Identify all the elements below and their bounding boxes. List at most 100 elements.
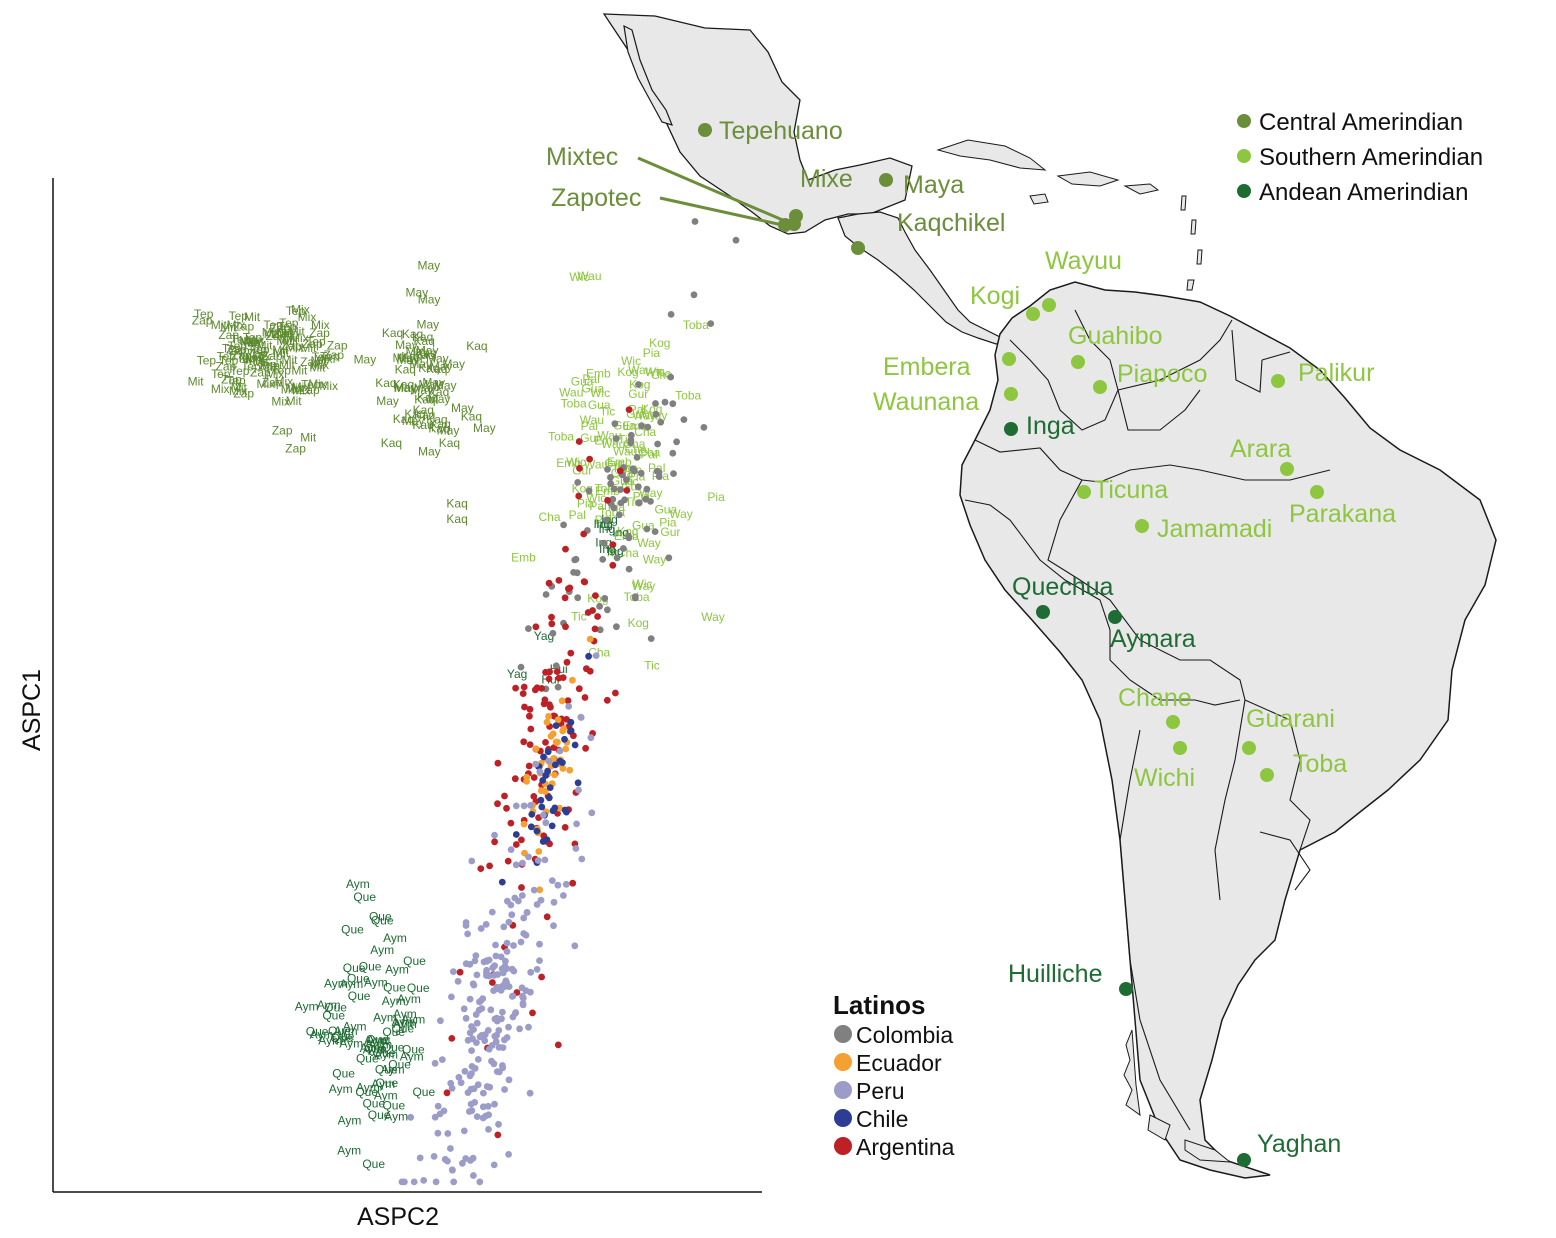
point-ecuador [586,635,594,643]
population-code-label: Que [341,923,364,937]
point-colombia [652,410,660,418]
population-code-label: Mit [272,343,289,357]
point-chile [549,807,557,815]
population-code-label: Kog [617,365,638,379]
population-code-label: Kaq [446,497,467,511]
population-code-label: Que [343,961,366,975]
point-peru [471,1065,479,1072]
point-peru [473,1113,481,1120]
population-code-label: Aym [384,1110,408,1124]
population-code-label: Mit [282,334,299,348]
population-code-label: Aym [382,994,406,1008]
latino-points [398,218,740,1186]
population-code-label: Mix [256,377,275,391]
point-peru [473,971,481,979]
marker-waunana [1004,387,1018,401]
population-code-label: Zap [272,423,293,437]
aspc-scatter-plot: ASPC1 ASPC2 TepZapMixMitTepZapMixMitTepZ… [18,178,955,1231]
population-code-label: Tep [230,364,250,378]
point-colombia [549,629,557,637]
point-peru [536,957,543,964]
point-colombia [633,454,641,461]
population-code-label: Gur [628,387,648,401]
point-peru [466,995,474,1003]
population-code-label: Aym [374,1088,398,1102]
population-code-label: Wau [601,437,625,451]
point-argentina [575,492,583,500]
point-peru [491,1032,499,1040]
point-peru [476,998,483,1006]
point-peru [512,802,520,810]
point-peru [510,942,517,949]
population-code-label: Aym [385,963,409,977]
point-peru [523,909,531,916]
point-colombia [517,663,525,671]
point-argentina [512,684,519,692]
population-code-label: May [414,381,437,395]
label-jamamadi: Jamamadi [1157,515,1272,543]
population-code-label: Que [306,1024,329,1038]
population-code-label: Mix [285,341,304,355]
population-code-label: Wau [559,386,583,400]
population-code-label: Aym [337,1144,361,1158]
population-code-label: Mix [314,352,333,366]
population-code-label: Gua [588,398,611,412]
population-code-label: Aym [338,1113,362,1127]
point-argentina [555,577,563,584]
population-code-label: Kaq [439,436,460,450]
population-code-label: Kaq [414,392,435,406]
legend-label-colombia: Colombia [856,1022,953,1048]
population-code-label: Ing [612,526,629,540]
population-code-label: Zap [302,337,323,351]
point-peru [495,1068,503,1076]
population-code-label: Kaq [413,348,434,362]
point-argentina [545,579,553,587]
point-peru [505,1151,512,1158]
population-code-label: Mit [245,353,262,367]
point-chile [544,767,551,775]
population-code-label: Tep [279,316,299,330]
population-code-label: Aym [363,1042,387,1056]
population-code-label: Tep [219,354,239,368]
marker-wayuu [1042,298,1056,312]
point-argentina [521,703,528,711]
marker-guarani [1242,741,1256,755]
population-code-label: Mit [282,353,299,367]
point-colombia [653,467,661,475]
point-colombia [625,532,632,540]
population-code-label: Tep [217,350,237,364]
population-code-label: Mix [292,380,311,394]
point-peru [537,896,545,904]
label-wayuu: Wayuu [1045,247,1122,275]
point-peru [504,897,511,905]
label-piapoco: Piapoco [1117,360,1207,388]
population-code-label: Wau [613,445,637,459]
marker-jamamadi [1135,519,1149,533]
point-peru [501,1086,508,1093]
point-argentina [518,836,525,844]
point-peru [503,948,511,955]
population-code-label: Mix [271,394,290,408]
point-argentina [494,759,502,767]
population-code-label: Mit [188,375,205,389]
population-code-label: Mix [311,318,330,332]
population-code-label: Kaq [415,346,436,360]
point-peru [533,966,541,973]
population-code-label: May [410,383,433,397]
population-code-label: Mix [227,318,246,332]
population-code-label: May [394,381,417,395]
population-code-label: Yag [534,629,554,643]
point-peru [501,980,509,988]
point-colombia [651,528,659,535]
population-code-label: Mix [319,379,338,393]
population-code-label: Tic [625,495,641,509]
latinos-legend-title: Latinos [833,990,925,1020]
point-peru [495,1043,503,1051]
point-peru [519,992,526,1000]
point-peru [479,1114,487,1122]
population-code-label: Aym [295,999,319,1013]
point-peru [471,1099,479,1106]
population-code-label: Zap [270,321,291,335]
point-argentina [547,703,554,711]
population-code-label: Que [362,1096,385,1110]
